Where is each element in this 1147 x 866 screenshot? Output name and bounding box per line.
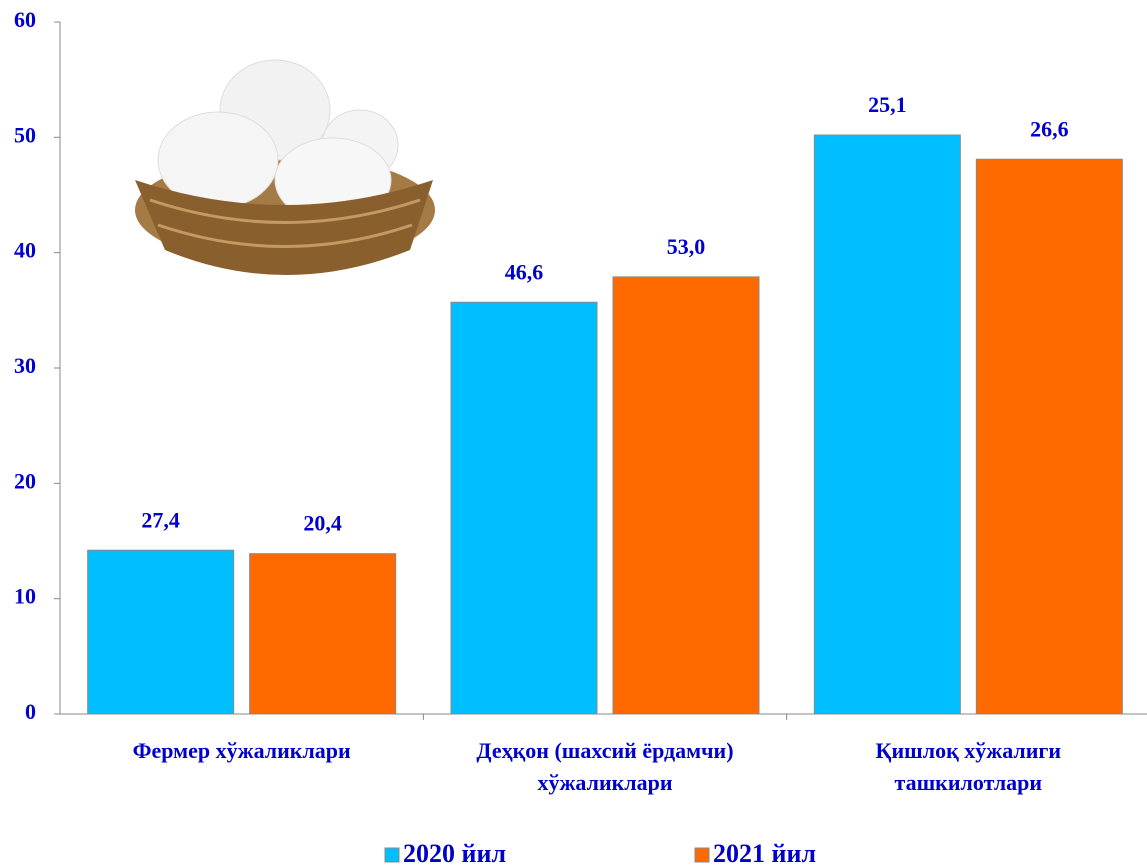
- x-tick-label: Фермер хўжаликлари: [82, 735, 402, 767]
- y-tick-label: 40: [14, 238, 36, 263]
- value-label: 53,0: [667, 234, 706, 259]
- value-label: 27,4: [141, 507, 180, 532]
- bar: [250, 554, 396, 714]
- bar: [88, 550, 234, 714]
- value-label: 25,1: [868, 92, 907, 117]
- value-label: 20,4: [303, 511, 342, 536]
- y-tick-label: 10: [14, 584, 36, 609]
- bar: [976, 159, 1122, 714]
- legend-label: 2020 йил: [403, 839, 506, 866]
- x-tick-label: Деҳқон (шахсий ёрдамчи) хўжаликлари: [445, 735, 765, 799]
- y-tick-label: 60: [14, 7, 36, 32]
- legend-label: 2021 йил: [713, 839, 816, 866]
- value-label: 26,6: [1030, 116, 1069, 141]
- legend-swatch: [695, 848, 709, 862]
- bar: [814, 135, 960, 714]
- y-tick-label: 30: [14, 353, 36, 378]
- chart: 0 10 20 30 40 50 60 27,4 20,4 46,6 53,0 25,1 26,6 202…: [0, 0, 1147, 866]
- bar: [451, 302, 597, 714]
- bar: [613, 277, 759, 714]
- y-tick-label: 20: [14, 468, 36, 493]
- y-tick-label: 50: [14, 122, 36, 147]
- y-tick-label: 0: [25, 699, 36, 724]
- value-label: 46,6: [505, 259, 544, 284]
- x-tick-label: Қишлоқ хўжалиги ташкилотлари: [808, 735, 1128, 799]
- egg-basket: [135, 60, 435, 275]
- legend-swatch: [385, 848, 399, 862]
